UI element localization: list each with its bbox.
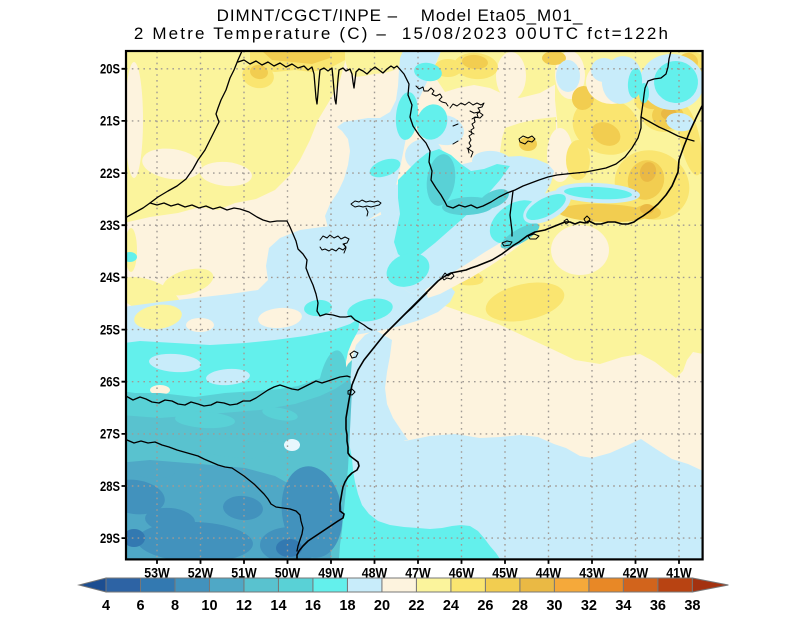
svg-text:44W: 44W xyxy=(536,564,562,580)
svg-text:43W: 43W xyxy=(579,564,605,580)
svg-text:25S: 25S xyxy=(100,322,120,337)
svg-text:23S: 23S xyxy=(100,218,120,233)
svg-text:DIMNT/CGCT/INPE – Model Eta: DIMNT/CGCT/INPE – Model Eta05_M01_ xyxy=(217,6,584,25)
svg-text:6: 6 xyxy=(136,598,144,614)
svg-text:38: 38 xyxy=(684,598,700,614)
svg-text:36: 36 xyxy=(650,598,666,614)
svg-text:48W: 48W xyxy=(362,564,388,580)
svg-text:45W: 45W xyxy=(492,564,518,580)
svg-text:10: 10 xyxy=(201,598,217,614)
svg-text:28S: 28S xyxy=(100,479,120,494)
svg-text:2 Metre Temperature (C) – 15/: 2 Metre Temperature (C) – 15/08/2023 00U… xyxy=(134,24,670,43)
svg-text:26: 26 xyxy=(477,598,493,614)
svg-text:47W: 47W xyxy=(405,564,431,580)
svg-text:4: 4 xyxy=(102,598,110,614)
svg-text:50W: 50W xyxy=(275,564,301,580)
svg-text:32: 32 xyxy=(581,598,597,614)
svg-text:20: 20 xyxy=(374,598,390,614)
svg-text:41W: 41W xyxy=(666,564,692,580)
svg-text:22: 22 xyxy=(408,598,424,614)
svg-text:34: 34 xyxy=(615,598,631,614)
svg-text:21S: 21S xyxy=(100,114,120,129)
svg-text:28: 28 xyxy=(512,598,528,614)
svg-text:29S: 29S xyxy=(100,531,120,546)
svg-text:14: 14 xyxy=(270,598,286,614)
svg-text:49W: 49W xyxy=(318,564,344,580)
svg-text:20S: 20S xyxy=(100,62,120,77)
svg-text:16: 16 xyxy=(305,598,321,614)
svg-text:22S: 22S xyxy=(100,166,120,181)
svg-text:53W: 53W xyxy=(144,564,170,580)
svg-text:24S: 24S xyxy=(100,270,120,285)
svg-text:51W: 51W xyxy=(231,564,257,580)
svg-text:52W: 52W xyxy=(188,564,214,580)
svg-text:24: 24 xyxy=(443,598,459,614)
svg-text:12: 12 xyxy=(236,598,252,614)
svg-text:8: 8 xyxy=(171,598,179,614)
svg-text:27S: 27S xyxy=(100,427,120,442)
svg-text:26S: 26S xyxy=(100,375,120,390)
svg-text:30: 30 xyxy=(546,598,562,614)
svg-text:18: 18 xyxy=(339,598,355,614)
svg-text:42W: 42W xyxy=(623,564,649,580)
svg-text:46W: 46W xyxy=(449,564,475,580)
